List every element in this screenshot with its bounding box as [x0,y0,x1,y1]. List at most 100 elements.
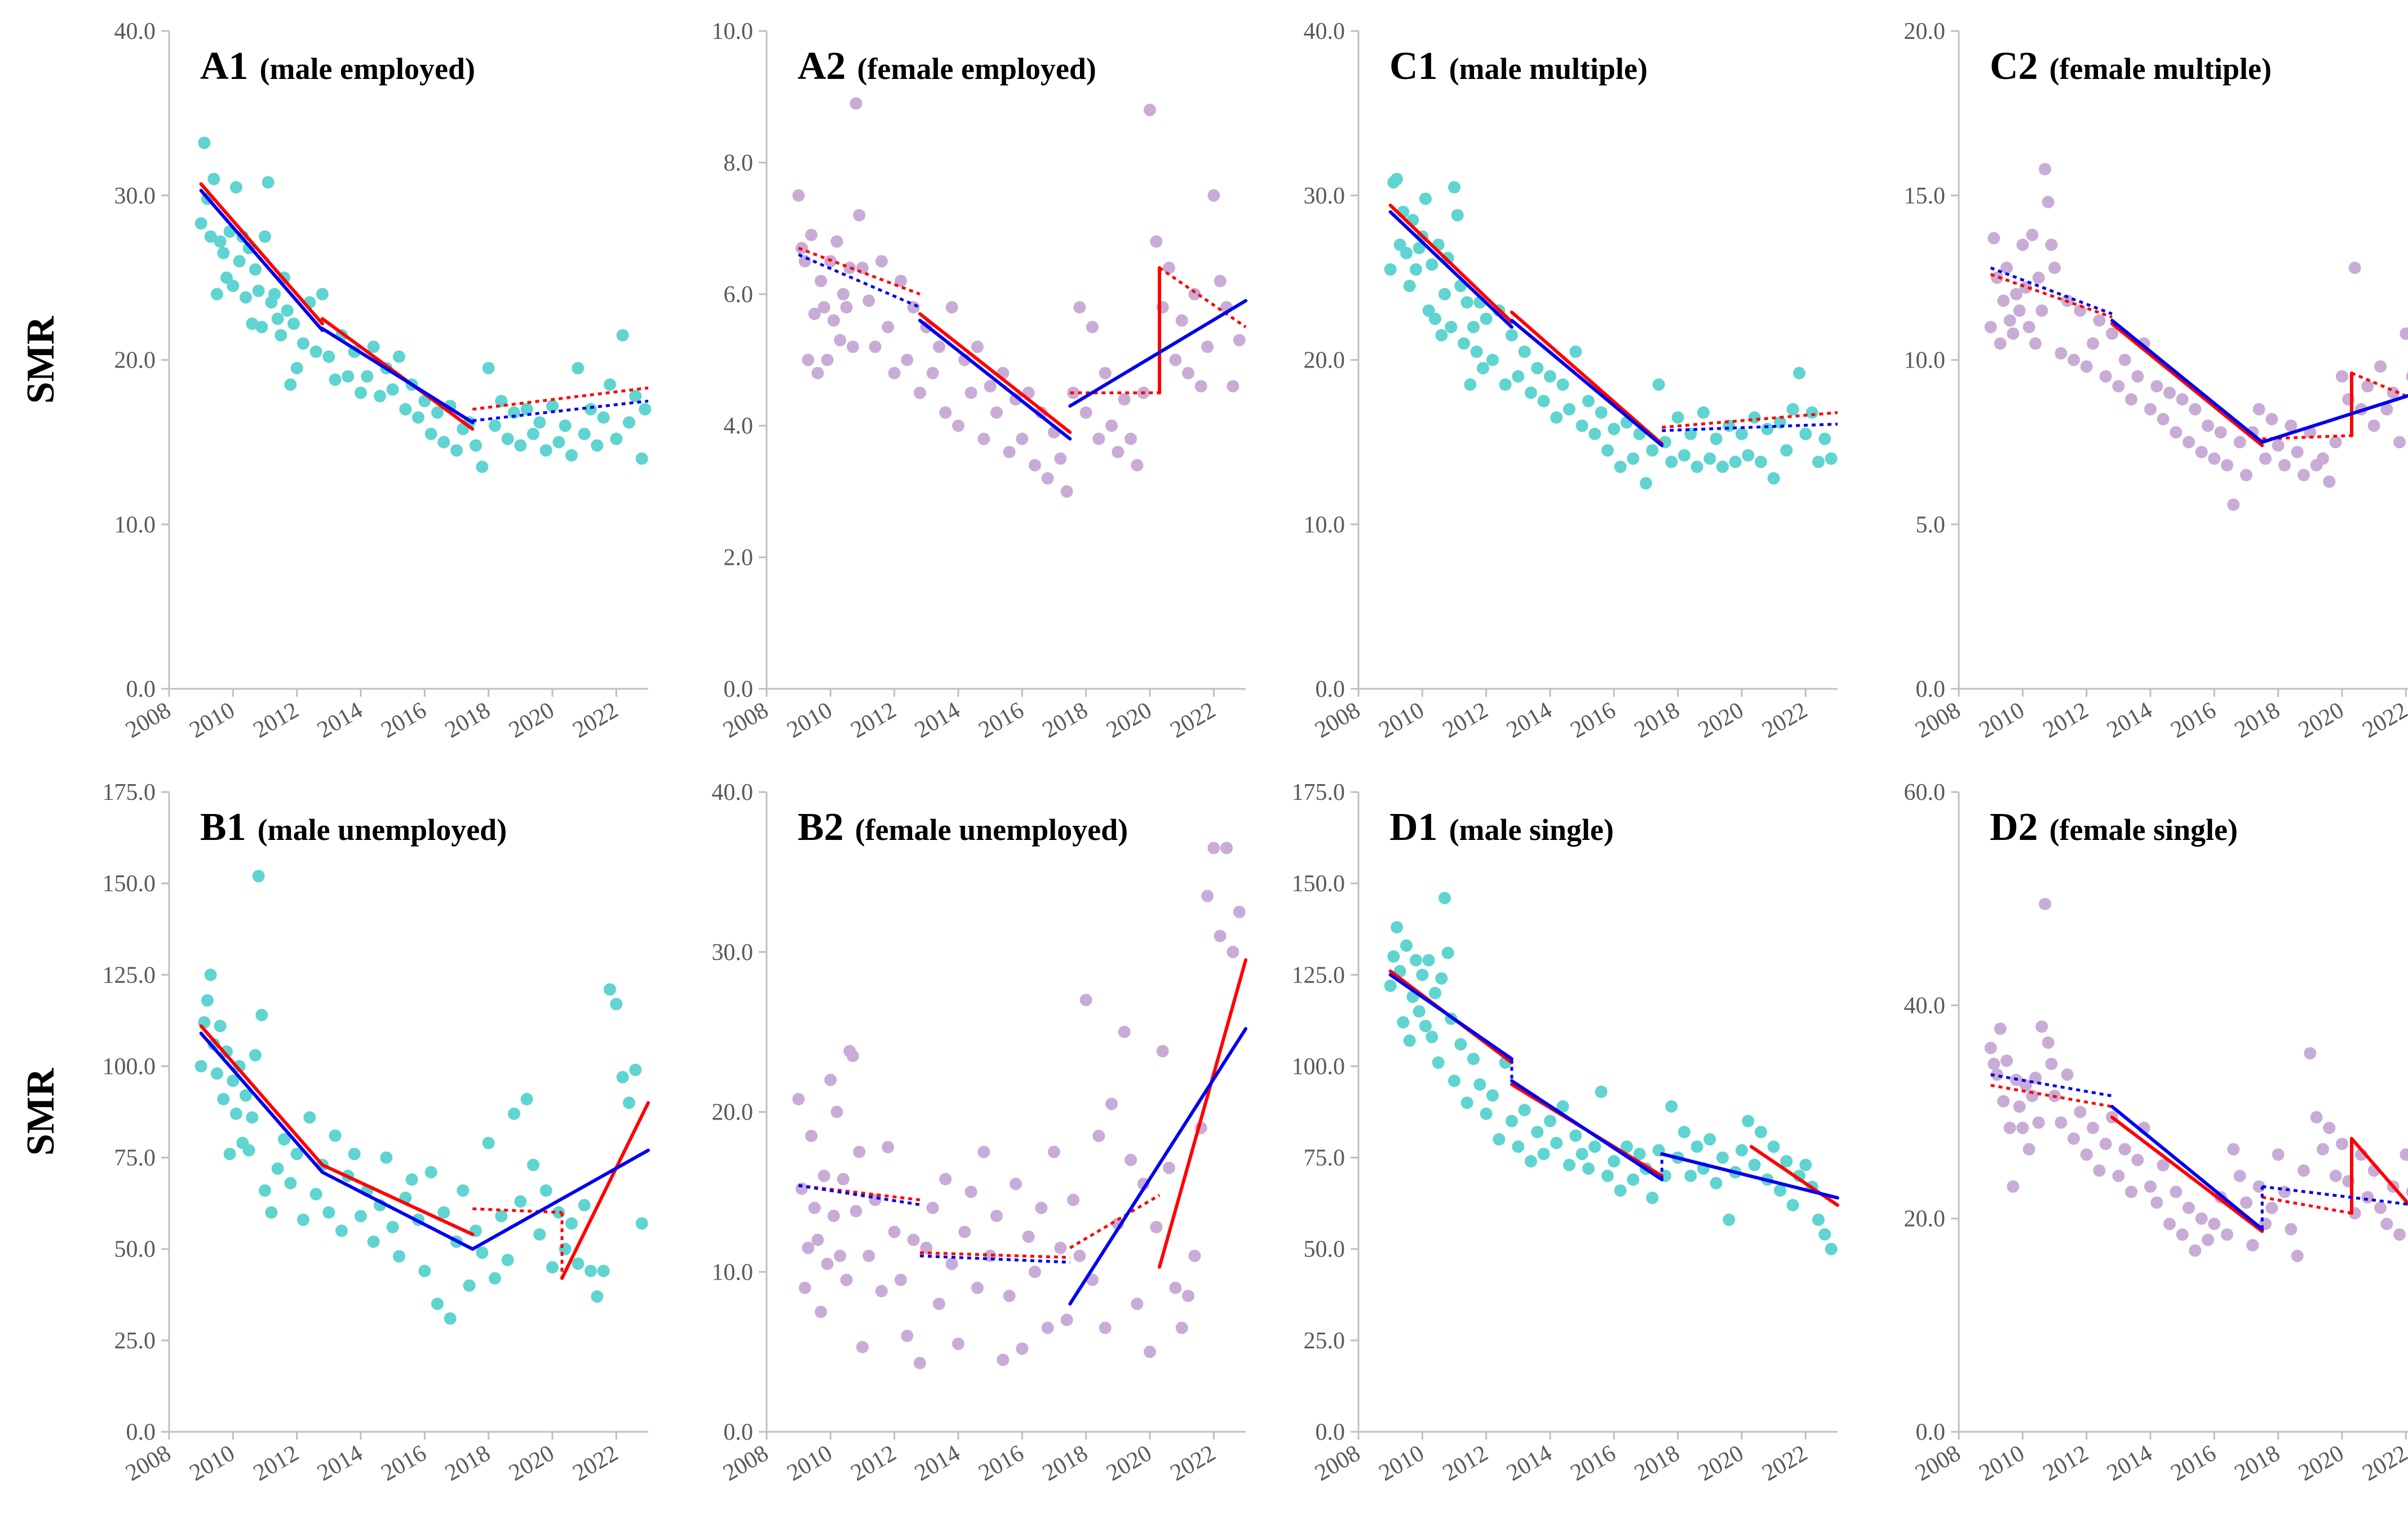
data-point [2042,1036,2055,1049]
trend-line-red-dotted [1990,1083,2113,1108]
data-point [316,287,329,300]
data-point [597,1264,610,1277]
data-point [2003,1121,2016,1134]
data-point [572,362,585,375]
trend-line-red-dotted [798,246,920,296]
data-point [1633,1148,1646,1161]
data-point [1384,263,1397,276]
data-point [920,1241,933,1254]
y-tick-label: 125.0 [1292,962,1345,988]
data-point [1105,419,1118,432]
data-point [1550,1136,1563,1149]
data-point [635,452,648,465]
data-point [2042,196,2055,209]
data-point [802,353,815,366]
data-point [198,136,211,149]
data-point [1413,242,1426,255]
x-tick-label: 2010 [185,1440,240,1487]
panel-title: C2 (female multiple) [1990,45,2272,88]
data-point [2055,1116,2068,1129]
points-b2 [792,842,1246,1369]
data-point [217,1092,230,1105]
data-point [830,1105,843,1118]
data-point [1621,1140,1633,1153]
data-point [2221,459,2233,472]
trend-line-blue-dotted [1990,1073,2113,1098]
data-point [1716,1151,1729,1164]
data-point [1144,1346,1156,1359]
data-point [2055,347,2068,360]
data-point [1400,939,1413,952]
trend-line-red-dotted [919,1251,1070,1259]
data-point [1429,312,1441,325]
data-point [290,362,303,375]
data-point [1997,1095,2010,1108]
data-point [546,400,559,413]
data-point [463,1279,476,1292]
data-point [268,287,281,300]
data-point [2240,1196,2252,1209]
data-point [207,1038,220,1051]
data-point [1410,263,1422,276]
data-point [2068,353,2080,366]
data-point [1016,432,1029,445]
data-point [508,406,520,419]
data-point [450,444,463,457]
data-point [1627,1173,1640,1186]
data-point [1755,455,1767,468]
data-point [1099,366,1112,379]
data-point [2298,468,2310,481]
data-point [997,1353,1010,1366]
data-point [1780,444,1793,457]
data-point [2026,228,2039,241]
data-point [211,287,223,300]
data-point [2227,498,2240,511]
data-point [818,301,830,314]
data-point [1556,1100,1569,1113]
data-point [1531,362,1544,375]
x-tick-label: 2012 [847,697,901,744]
x-tick-label: 2010 [185,697,240,744]
y-tick-label: 40.0 [1304,19,1345,45]
data-point [2291,1249,2304,1262]
data-point [2208,1218,2221,1231]
data-point [1569,345,1582,358]
data-point [1029,1266,1041,1278]
data-point [287,317,300,330]
data-point [2035,1020,2048,1033]
data-point [1684,1170,1697,1182]
data-point [259,230,271,243]
data-point [2233,1170,2246,1182]
y-tick-label: 6.0 [724,282,754,308]
data-point [1054,452,1067,465]
data-point [476,1246,489,1259]
data-point [1429,986,1441,999]
data-point [2007,1180,2020,1193]
data-point [2074,1105,2087,1118]
data-point [520,1092,533,1105]
data-point [1175,1321,1188,1334]
data-point [1067,1193,1079,1206]
data-point [393,1250,405,1263]
data-point [853,209,866,222]
data-point [2400,327,2408,340]
trend-line-red-dotted [2262,434,2352,441]
data-point [875,1285,888,1298]
data-point [2317,1143,2329,1156]
data-point [799,1281,811,1294]
data-point [2227,1143,2240,1156]
data-point [284,378,297,391]
data-point [1537,1148,1550,1161]
data-point [1544,1114,1556,1127]
data-point [265,1206,278,1219]
data-point [284,1176,297,1189]
data-point [2348,262,2361,275]
x-tick-label: 2012 [1438,1440,1493,1487]
data-point [926,1201,939,1214]
data-point [297,1213,309,1226]
data-point [1438,287,1451,300]
data-point [792,189,805,202]
points-b1 [194,870,648,1325]
